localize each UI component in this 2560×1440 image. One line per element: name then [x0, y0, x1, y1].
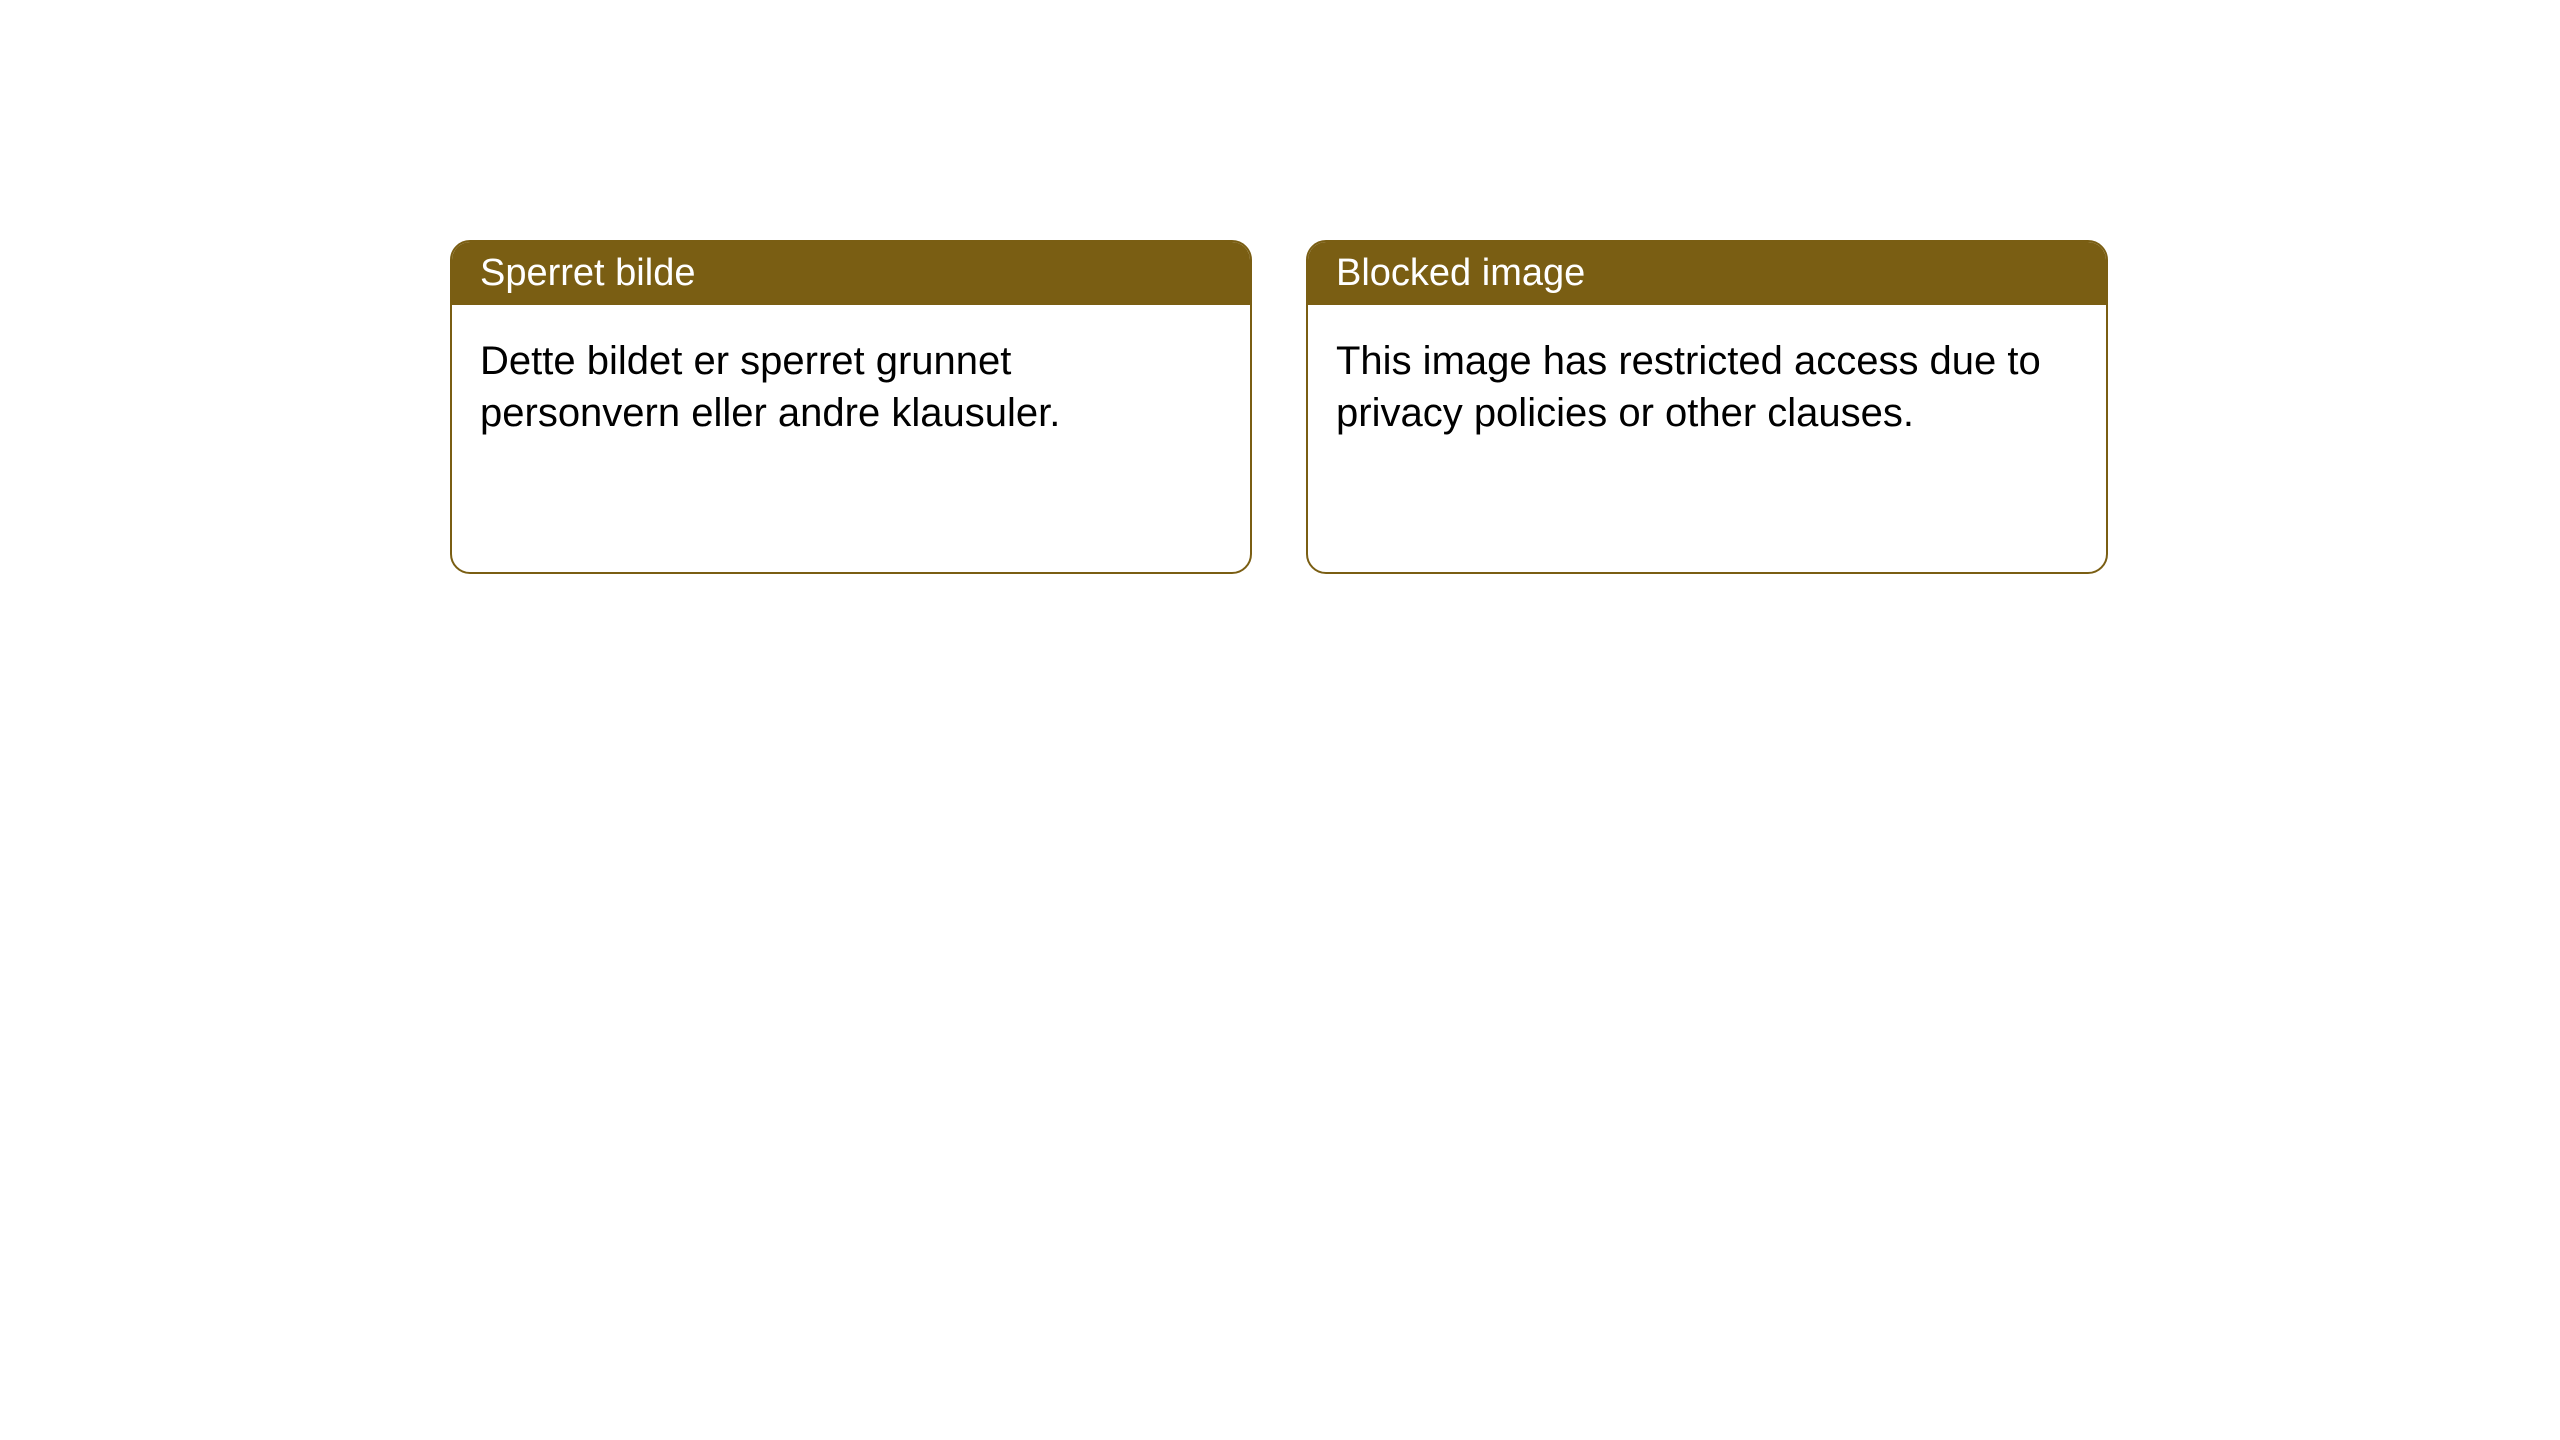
card-body: This image has restricted access due to … [1308, 305, 2106, 469]
card-body-text: Dette bildet er sperret grunnet personve… [480, 339, 1060, 435]
card-body: Dette bildet er sperret grunnet personve… [452, 305, 1250, 469]
card-header: Blocked image [1308, 242, 2106, 305]
card-title: Sperret bilde [480, 252, 695, 294]
card-blocked-image-en: Blocked image This image has restricted … [1306, 240, 2108, 574]
card-container: Sperret bilde Dette bildet er sperret gr… [0, 0, 2560, 574]
card-header: Sperret bilde [452, 242, 1250, 305]
card-blocked-image-no: Sperret bilde Dette bildet er sperret gr… [450, 240, 1252, 574]
card-body-text: This image has restricted access due to … [1336, 339, 2041, 435]
card-title: Blocked image [1336, 252, 1585, 294]
